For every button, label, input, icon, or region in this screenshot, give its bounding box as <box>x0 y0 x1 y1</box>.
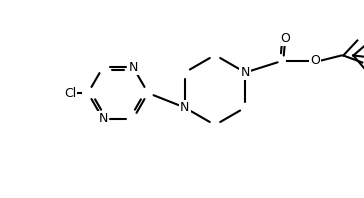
Text: N: N <box>241 66 250 79</box>
Text: Cl: Cl <box>64 87 76 100</box>
Text: N: N <box>180 101 189 114</box>
Text: O: O <box>280 32 290 45</box>
Text: N: N <box>128 61 138 73</box>
Text: O: O <box>310 54 320 67</box>
Text: N: N <box>98 112 108 126</box>
